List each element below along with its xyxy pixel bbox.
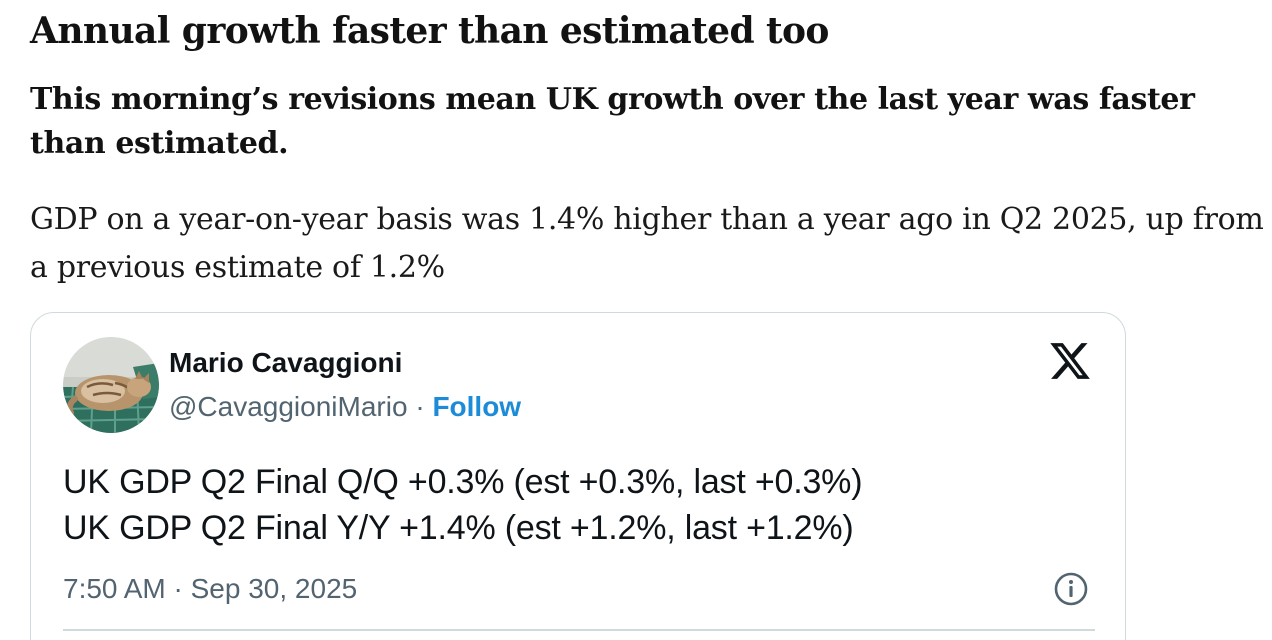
tweet-handle-row: @CavaggioniMario · Follow bbox=[169, 391, 521, 423]
avatar[interactable] bbox=[63, 337, 159, 433]
follow-button[interactable]: Follow bbox=[432, 391, 522, 422]
tweet-author-name[interactable]: Mario Cavaggioni bbox=[169, 347, 403, 378]
tweet-timestamp[interactable]: 7:50 AM · Sep 30, 2025 bbox=[63, 573, 357, 605]
tweet-author-handle[interactable]: @CavaggioniMario bbox=[169, 391, 408, 422]
tweet-text-line-1: UK GDP Q2 Final Q/Q +0.3% (est +0.3%, la… bbox=[63, 463, 863, 501]
tweet-text-line-2: UK GDP Q2 Final Y/Y +1.4% (est +1.2%, la… bbox=[63, 509, 854, 547]
article-body-text: GDP on a year-on-year basis was 1.4% hig… bbox=[30, 202, 1264, 285]
avatar-cat-image bbox=[63, 337, 159, 433]
tweet-time: 7:50 AM bbox=[63, 573, 166, 604]
article-headline: Annual growth faster than estimated too bbox=[30, 10, 829, 52]
timestamp-separator: · bbox=[173, 573, 183, 604]
tweet-divider bbox=[63, 629, 1095, 631]
x-logo-icon[interactable] bbox=[1047, 339, 1093, 383]
tweet-date: Sep 30, 2025 bbox=[190, 573, 358, 604]
info-icon[interactable] bbox=[1053, 571, 1089, 607]
embedded-tweet-card[interactable]: Mario Cavaggioni @CavaggioniMario · Foll… bbox=[30, 312, 1126, 640]
article-subheadline: This morning’s revisions mean UK growth … bbox=[30, 82, 1195, 161]
handle-separator: · bbox=[415, 391, 425, 422]
